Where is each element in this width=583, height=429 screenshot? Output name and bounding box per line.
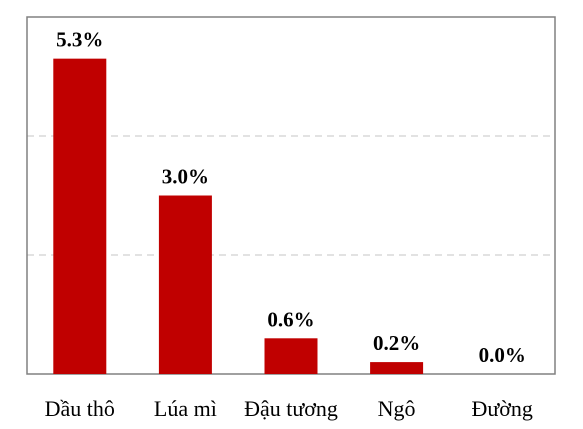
value-labels: 5.3% 3.0% 0.6% 0.2% 0.0%: [56, 28, 526, 367]
category-label-2: Lúa mì: [154, 396, 217, 421]
category-label-5: Đường: [471, 396, 532, 421]
bar-4: [370, 362, 424, 374]
gridlines: [27, 135, 555, 256]
category-label-3: Đậu tương: [244, 396, 338, 421]
bars: [53, 58, 424, 375]
value-label-4: 0.2%: [373, 331, 420, 355]
value-label-1: 5.3%: [56, 28, 103, 52]
value-label-3: 0.6%: [267, 307, 314, 331]
category-labels: Dầu thô Lúa mì Đậu tương Ngô Đường: [45, 396, 533, 421]
bar-3: [264, 338, 318, 374]
bar-2: [158, 195, 212, 374]
bar-1: [53, 58, 107, 375]
category-label-4: Ngô: [378, 396, 416, 421]
category-label-1: Dầu thô: [45, 396, 115, 421]
value-label-2: 3.0%: [162, 165, 209, 189]
value-label-5: 0.0%: [479, 343, 526, 367]
